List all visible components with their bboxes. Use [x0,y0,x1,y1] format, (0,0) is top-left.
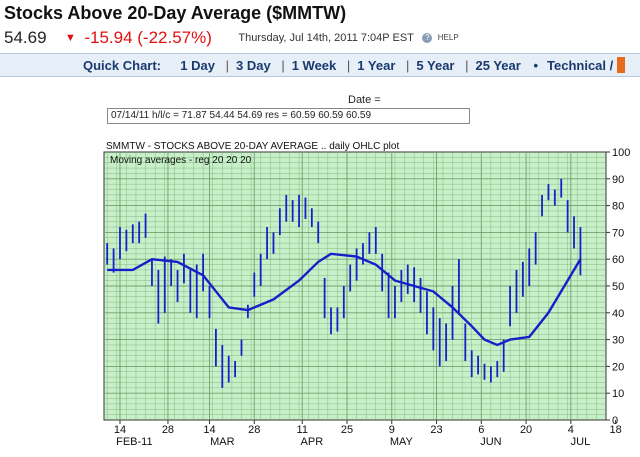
quick-chart-technical[interactable]: Technical / [547,58,614,73]
down-arrow-icon: ▼ [65,32,76,44]
page-title: Stocks Above 20-Day Average ($MMTW) [4,3,347,23]
moving-average-line [107,252,582,347]
chart-subtitle: Moving averages - reg 20 20 20 [110,155,252,166]
x-axis-ticks: 14 28 14 28 11 25 9 23 6 20 4 18 FEB-11 MAR APR MAY JUN J… [114,420,622,448]
separator: | [225,58,229,73]
x-tick-label: 14 [203,424,215,436]
month-label: JUN [480,436,501,448]
separator: | [281,58,285,73]
y-tick-label: 100 [612,147,630,159]
month-label: MAR [210,436,235,448]
x-tick-label: 23 [430,424,442,436]
x-tick-label: 28 [162,424,174,436]
month-label: APR [301,436,324,448]
x-tick-label: 4 [568,424,574,436]
month-label: FEB-11 [116,436,152,448]
x-tick-label: 28 [248,424,260,436]
ohlc-bars [106,178,582,388]
y-tick-label: 50 [612,281,624,293]
x-tick-label: 11 [297,424,308,436]
x-tick-label: 6 [478,424,484,436]
separator: | [406,58,410,73]
price-row: 54.69 ▼ -15.94 (-22.57%) Thursday, Jul 1… [4,28,459,50]
hlc-readout-box: 07/14/11 h/l/c = 71.87 54.44 54.69 res =… [107,108,470,124]
x-tick-label: 14 [114,424,126,436]
quick-chart-1-day[interactable]: 1 Day [180,58,215,73]
y-tick-label: 10 [612,388,624,400]
y-tick-label: 30 [612,335,624,347]
y-tick-label: 90 [612,174,624,186]
month-label: MAY [390,436,414,448]
month-label: JUL [571,436,591,448]
quick-chart-25-year[interactable]: 25 Year [475,58,521,73]
grid-lines [104,152,606,420]
x-tick-label: 18 [609,424,621,436]
x-tick-label: 25 [341,424,353,436]
y-tick-label: 40 [612,308,624,320]
truncated-orange-tab[interactable] [616,57,625,73]
quick-chart-label: Quick Chart: [83,58,162,73]
quick-chart-3-day[interactable]: 3 Day [235,58,271,73]
quick-chart-1-year[interactable]: 1 Year [357,58,396,73]
bullet-icon: • [533,58,539,73]
x-tick-label: 20 [520,424,532,436]
separator: | [346,58,351,73]
quick-chart-5-year[interactable]: 5 Year [416,58,455,73]
help-icon[interactable]: ? [422,33,433,43]
separator: | [465,58,469,73]
quick-chart-bar: Quick Chart: 1 Day | 3 Day | 1 Week | 1 Yea… [0,53,640,77]
last-price: 54.69 [4,28,47,47]
help-link[interactable]: HELP [437,33,459,42]
quick-chart-1-week[interactable]: 1 Week [291,58,337,73]
y-tick-label: 60 [612,254,624,266]
price-change: -15.94 (-22.57%) [84,28,212,47]
y-tick-label: 80 [612,201,624,213]
y-tick-label: 0 [612,415,618,427]
x-tick-label: 9 [389,424,395,436]
quote-datetime: Thursday, Jul 14th, 2011 7:04P EST [238,32,414,44]
y-axis-ticks: 0 10 20 30 40 50 60 70 80 90 100 [606,147,630,427]
y-tick-label: 20 [612,361,624,373]
y-tick-label: 70 [612,227,624,239]
chart-title: SMMTW - STOCKS ABOVE 20-DAY AVERAGE .. d… [106,141,399,152]
date-readout-label: Date = [348,94,381,106]
